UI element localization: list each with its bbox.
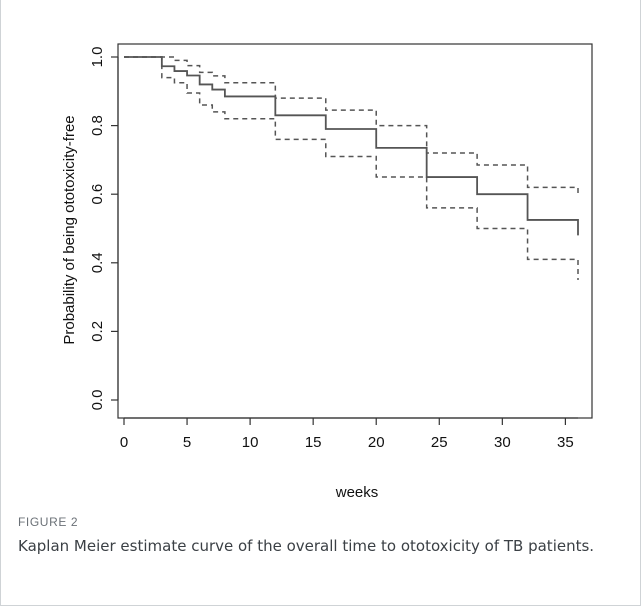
upper-confidence-bound-line [124,56,579,195]
x-ticks: 0 5 10 15 20 25 30 35 [120,418,574,451]
x-tick-label: 20 [368,434,385,451]
x-tick-label: 15 [305,434,322,451]
y-tick-label: 0.2 [89,321,106,342]
figure-label: FIGURE 2 [18,515,79,529]
x-axis-label: weeks [335,484,379,500]
lower-confidence-bound-line [124,56,579,280]
km-chart: 0 5 10 15 20 25 30 35 0.00.20.40.60.81.0 weeks … [61,43,593,500]
x-tick-label: 0 [120,434,128,451]
y-tick-label: 1.0 [89,47,106,68]
x-tick-label: 10 [242,434,259,451]
y-tick-label: 0.6 [89,184,106,205]
x-tick-label: 5 [183,434,191,451]
plot-area-box [117,43,593,419]
y-tick-label: 0.0 [89,390,106,411]
figure-caption: Kaplan Meier estimate curve of the overa… [18,537,595,555]
x-tick-label: 25 [431,434,448,451]
series-group [124,56,579,280]
x-tick-label: 30 [494,434,511,451]
y-ticks: 0.0 0.2 0.4 0.6 0.8 1.0 [89,47,118,411]
y-tick-label: 0.4 [89,252,106,273]
y-tick-label: 0.8 [89,115,106,136]
estimate-line [124,56,579,236]
x-tick-label: 35 [557,434,574,451]
y-axis-label: Probability of being ototoxicity-free [61,115,78,344]
